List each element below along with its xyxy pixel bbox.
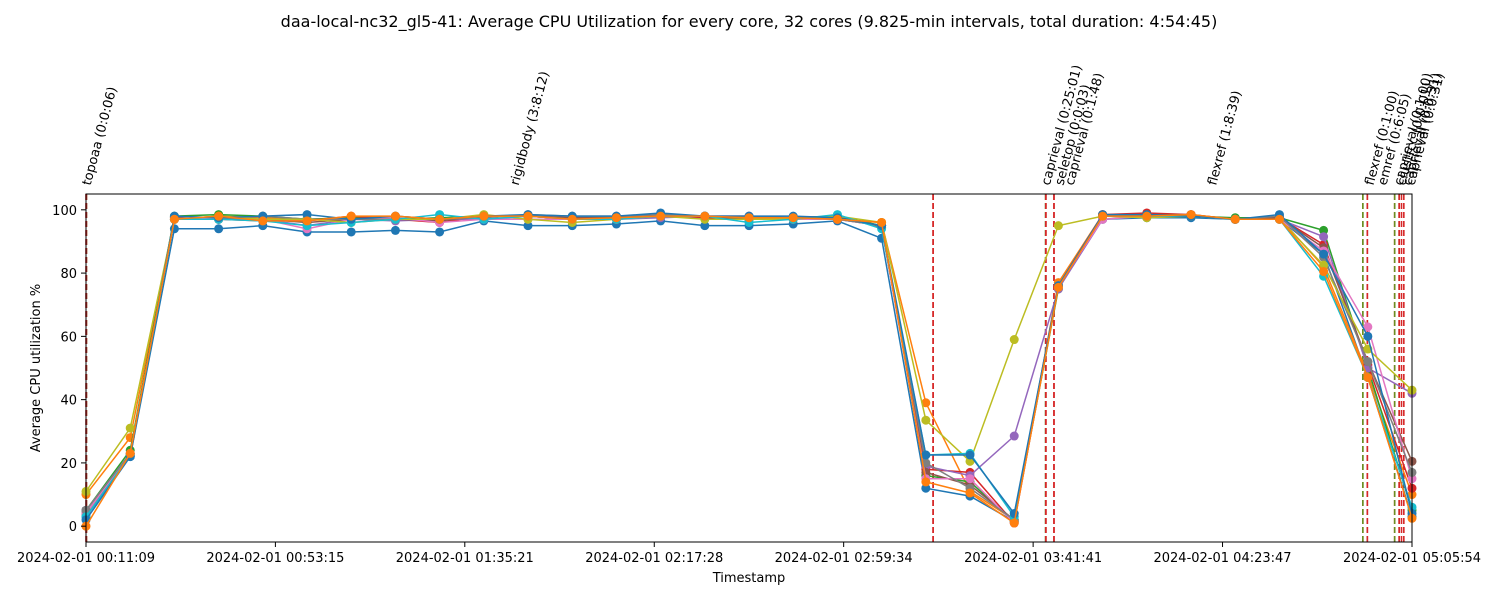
data-point-s0-6 xyxy=(346,227,356,237)
data-point-s11-25 xyxy=(1186,210,1196,220)
event-labels: topoaa (0:0:06) rigidbody (3:8:12) capriev… xyxy=(80,63,1448,187)
x-tick-label-0: 2024-02-01 00:11:09 xyxy=(17,551,155,566)
x-tick-label-1: 2024-02-01 00:53:15 xyxy=(206,551,344,566)
event-label-5: flexref (1:8:39) xyxy=(1205,89,1245,187)
data-point-s0-14 xyxy=(700,221,710,231)
plot-frame xyxy=(85,193,1413,543)
data-point-s0-8 xyxy=(435,227,445,237)
data-point-s10-29 xyxy=(1363,331,1373,341)
data-point-s8-21 xyxy=(1009,335,1019,345)
data-point-s8-19 xyxy=(921,415,931,425)
data-point-s11-3 xyxy=(214,211,224,221)
series-group xyxy=(81,208,1417,531)
data-point-s6-29 xyxy=(1363,322,1373,332)
data-point-s11-8 xyxy=(435,214,445,224)
data-point-s10-19 xyxy=(921,450,931,460)
data-point-s8-28 xyxy=(1319,260,1329,270)
x-tick-label-7: 2024-02-01 05:05:54 xyxy=(1343,551,1481,566)
data-point-s11-23 xyxy=(1098,211,1108,221)
data-point-s11-27 xyxy=(1274,214,1284,224)
y-axis-label: Average CPU utilization % xyxy=(29,284,44,452)
x-tick-label-5: 2024-02-01 03:41:41 xyxy=(964,551,1102,566)
data-point-s11-22 xyxy=(1053,282,1063,292)
data-point-s8-1 xyxy=(125,423,135,433)
data-point-s11-19 xyxy=(921,477,931,487)
series-line-8 xyxy=(85,213,1413,492)
data-point-s11-14 xyxy=(700,211,710,221)
y-tick-label-4: 80 xyxy=(60,267,77,282)
data-point-s11-7 xyxy=(390,211,400,221)
series-line-9 xyxy=(85,213,1413,519)
data-point-s2-28 xyxy=(1319,225,1329,235)
data-point-s11-26 xyxy=(1230,214,1240,224)
data-point-s10-20 xyxy=(965,450,975,460)
x-axis-label: Timestamp xyxy=(712,571,786,586)
series-line-4 xyxy=(85,215,1413,511)
data-point-s10-28 xyxy=(1319,249,1329,259)
data-point-s0-10 xyxy=(523,221,533,231)
x-tick-label-2: 2024-02-01 01:35:21 xyxy=(396,551,534,566)
data-point-s11-16 xyxy=(788,213,798,223)
chart-title: daa-local-nc32_gl5-41: Average CPU Utili… xyxy=(281,12,1218,32)
x-tick-label-6: 2024-02-01 04:23:47 xyxy=(1153,551,1291,566)
data-point-s4-28 xyxy=(1319,232,1329,242)
data-point-s11-4 xyxy=(258,216,268,226)
y-tick-label-0: 0 xyxy=(69,520,77,535)
data-point-s4-21 xyxy=(1009,431,1019,441)
data-point-s11-13 xyxy=(656,211,666,221)
series-line-2 xyxy=(85,213,1413,523)
data-point-s11-29 xyxy=(1363,372,1373,382)
data-point-s1-19 xyxy=(921,398,931,408)
data-point-s0-7 xyxy=(390,225,400,235)
x-tick-label-3: 2024-02-01 02:17:28 xyxy=(585,551,723,566)
data-point-s0-3 xyxy=(214,224,224,234)
data-point-s11-20 xyxy=(965,488,975,498)
x-tick-label-4: 2024-02-01 02:59:34 xyxy=(775,551,913,566)
data-point-s6-20 xyxy=(965,474,975,484)
y-tick-label-1: 20 xyxy=(60,457,77,472)
data-point-s0-19 xyxy=(921,483,931,493)
data-point-s8-22 xyxy=(1053,221,1063,231)
data-point-s11-17 xyxy=(832,214,842,224)
data-point-s11-10 xyxy=(523,211,533,221)
data-point-s11-24 xyxy=(1142,211,1152,221)
x-axis: 2024-02-01 00:11:09 2024-02-01 00:53:15 20… xyxy=(17,542,1481,566)
data-point-s11-21 xyxy=(1009,518,1019,528)
y-tick-label-3: 60 xyxy=(60,330,77,345)
data-point-s11-12 xyxy=(611,213,621,223)
y-axis: 0 20 40 60 80 100 xyxy=(52,204,86,535)
series-line-6 xyxy=(85,215,1413,525)
data-point-s11-6 xyxy=(346,211,356,221)
series-line-1 xyxy=(85,213,1413,522)
y-tick-label-2: 40 xyxy=(60,394,77,409)
data-point-s10-21 xyxy=(1009,509,1019,519)
series-line-11 xyxy=(85,213,1413,527)
y-tick-label-5: 100 xyxy=(52,204,77,219)
data-point-s11-2 xyxy=(169,214,179,224)
data-point-s11-15 xyxy=(744,213,754,223)
series-line-3 xyxy=(85,212,1413,525)
series-line-0 xyxy=(85,216,1413,523)
series-line-5 xyxy=(85,213,1413,522)
event-markers xyxy=(85,194,1405,542)
data-point-s11-18 xyxy=(877,217,887,227)
data-point-s11-5 xyxy=(302,216,312,226)
data-point-s10-5 xyxy=(302,210,312,220)
data-point-s7-29 xyxy=(1363,357,1373,367)
data-point-s11-1 xyxy=(125,448,135,458)
event-label-0: topoaa (0:0:06) xyxy=(80,85,121,187)
data-point-s11-9 xyxy=(479,211,489,221)
series-line-10 xyxy=(85,212,1413,521)
data-point-s11-11 xyxy=(567,214,577,224)
series-line-7 xyxy=(85,213,1413,522)
event-label-1: rigidbody (3:8:12) xyxy=(508,70,553,187)
data-point-s11-28 xyxy=(1319,267,1329,277)
